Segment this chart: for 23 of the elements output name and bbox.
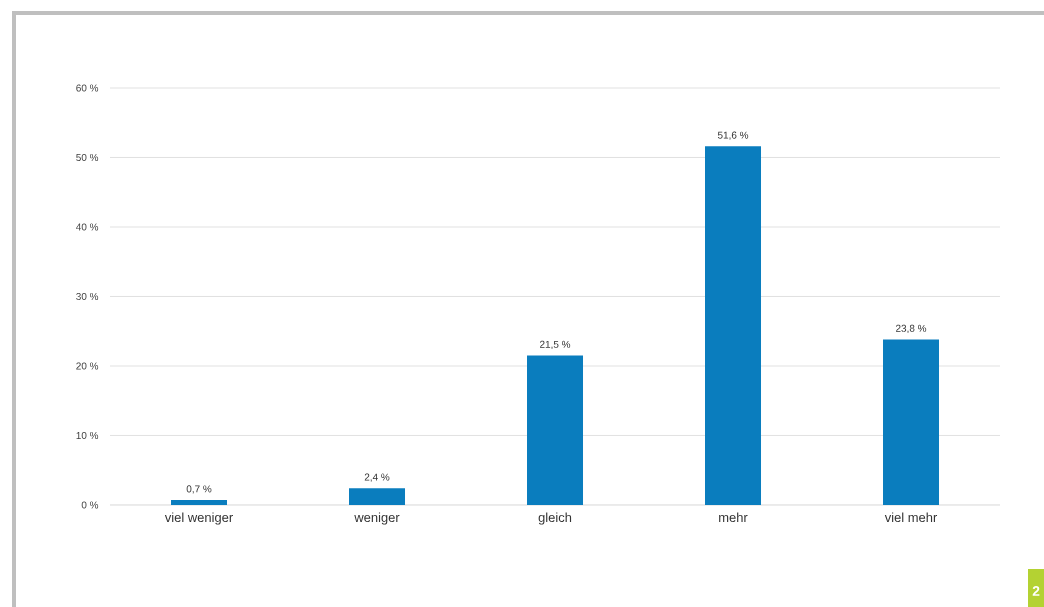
data-label: 21,5 % [540, 340, 571, 350]
x-tick-label: mehr [719, 512, 748, 523]
y-tick-label: 60 % [76, 84, 99, 92]
y-tick-label: 50 % [76, 153, 99, 162]
y-tick-label: 40 % [76, 223, 99, 231]
data-label: 51,6 % [717, 131, 749, 140]
bar [705, 146, 762, 505]
y-tick-label: 10 % [76, 431, 99, 440]
bar [349, 488, 406, 505]
x-tick-label: viel weniger [164, 512, 233, 525]
data-label: 23,8 % [896, 324, 927, 334]
y-tick-label: 30 % [76, 292, 99, 301]
y-tick-label: 20 % [76, 362, 99, 370]
data-label: 2,4 % [364, 473, 390, 482]
y-tick-label: 0 % [81, 501, 99, 509]
data-label: 0,7 % [186, 485, 212, 494]
x-tick-label: weniger [354, 512, 400, 525]
x-tick-label: viel mehr [884, 512, 938, 523]
bar [883, 339, 940, 505]
x-tick-label: gleich [538, 512, 572, 525]
bar [527, 355, 584, 505]
bar [171, 500, 228, 505]
text: 2 [1032, 586, 1040, 596]
